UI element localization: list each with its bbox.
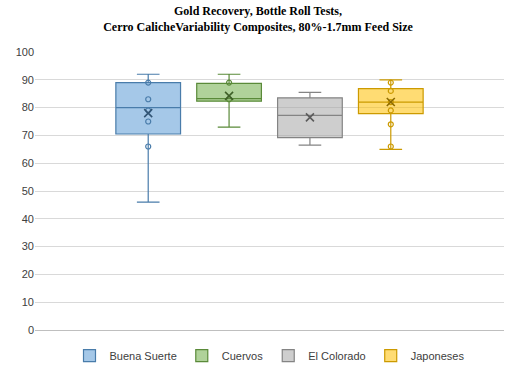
svg-text:90: 90 [22,74,34,86]
svg-text:El Colorado: El Colorado [308,350,365,362]
svg-text:100: 100 [16,46,34,58]
svg-text:0: 0 [28,324,34,336]
svg-text:20: 20 [22,268,34,280]
svg-text:Buena Suerte: Buena Suerte [110,350,177,362]
svg-text:10: 10 [22,296,34,308]
svg-text:Gold Recovery, Bottle Roll Tes: Gold Recovery, Bottle Roll Tests,Cerro C… [103,4,413,34]
svg-text:Cuervos: Cuervos [222,350,263,362]
svg-text:Japoneses: Japoneses [411,350,465,362]
svg-text:30: 30 [22,240,34,252]
svg-text:80: 80 [22,101,34,113]
svg-text:50: 50 [22,185,34,197]
svg-text:40: 40 [22,213,34,225]
svg-text:60: 60 [22,157,34,169]
svg-text:70: 70 [22,129,34,141]
